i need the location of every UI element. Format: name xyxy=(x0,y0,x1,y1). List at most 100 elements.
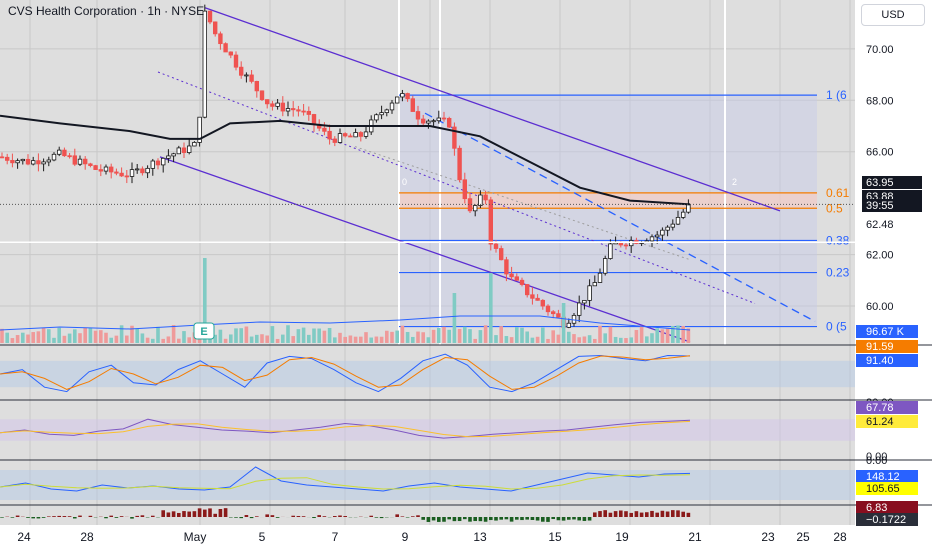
macd-bar xyxy=(203,509,207,517)
macd-bar xyxy=(520,517,524,521)
candle-body xyxy=(88,163,93,166)
candle-body xyxy=(452,126,457,149)
moving-average-line xyxy=(0,114,691,206)
macd-bar xyxy=(265,514,269,517)
time-axis-label: 7 xyxy=(332,530,339,544)
macd-bar xyxy=(255,516,259,517)
volume-label: 96.67 K xyxy=(866,326,905,338)
macd-bar xyxy=(561,517,566,521)
volume-bar xyxy=(291,336,295,343)
volume-bar xyxy=(426,337,431,343)
volume-bar xyxy=(405,331,410,343)
candle-body xyxy=(483,194,488,201)
last-price-box xyxy=(862,218,922,231)
candle-body xyxy=(478,194,483,206)
volume-bar xyxy=(83,327,87,343)
volume-bar xyxy=(411,336,415,343)
candle-body xyxy=(436,117,441,122)
candle-body xyxy=(83,158,88,165)
macd-bar xyxy=(509,517,514,522)
indicator-axis-tick: 0.00 xyxy=(866,451,887,463)
candle-body xyxy=(681,211,686,218)
volume-bar xyxy=(369,337,373,343)
candle-body xyxy=(332,138,337,143)
candle-body xyxy=(290,108,296,111)
macd-bar xyxy=(10,517,15,518)
indicator-value: −0.1722 xyxy=(866,514,906,526)
macd-bar xyxy=(437,517,441,522)
candle-body xyxy=(67,155,72,158)
macd-bar xyxy=(296,516,301,517)
macd-bar xyxy=(525,517,529,520)
volume-bar xyxy=(270,326,275,343)
macd-bar xyxy=(582,517,587,521)
candle-body xyxy=(426,120,431,124)
candle-body xyxy=(150,160,155,169)
volume-bar xyxy=(686,328,691,343)
volume-bar xyxy=(62,335,67,343)
candle-body xyxy=(93,165,98,170)
candle-body xyxy=(249,74,254,82)
indicator-axis-tick: 0.00 xyxy=(866,455,887,467)
candle-body xyxy=(389,102,395,111)
volume-bar xyxy=(613,336,618,343)
macd-bar xyxy=(499,517,503,520)
volume-bar xyxy=(660,329,665,343)
volume-bar xyxy=(296,329,301,343)
time-axis-label: 28 xyxy=(80,530,94,544)
candle-body xyxy=(571,314,577,324)
trend-dashed xyxy=(424,112,816,323)
price-axis-label: 60.00 xyxy=(866,301,894,313)
candle-body xyxy=(587,285,592,301)
candle-body xyxy=(660,229,665,236)
volume-bar xyxy=(255,334,259,343)
indicator-value-box xyxy=(856,340,918,353)
macd-bar xyxy=(655,512,659,517)
last-price-box xyxy=(862,176,922,189)
volume-bar xyxy=(530,337,535,343)
symbol-title[interactable]: CVS Health Corporation · 1h · NYSE xyxy=(8,4,205,18)
candle-body xyxy=(192,142,197,147)
candle-body xyxy=(77,158,83,165)
macd-bar xyxy=(161,510,165,517)
macd-bar xyxy=(338,515,342,517)
volume-bar xyxy=(681,325,685,343)
volume-bar xyxy=(478,330,483,343)
currency-button[interactable]: USD xyxy=(861,4,925,26)
volume-bar xyxy=(104,332,108,343)
volume-bar xyxy=(26,334,30,343)
volume-bar xyxy=(177,338,181,343)
volume-bar xyxy=(348,335,353,343)
earnings-marker: E xyxy=(200,326,207,338)
volume-bar xyxy=(483,325,488,343)
macd-bar xyxy=(369,515,373,517)
volume-bar xyxy=(515,327,519,343)
volume-bar xyxy=(390,331,394,343)
macd-bar xyxy=(343,516,347,517)
volume-bar xyxy=(15,335,20,343)
volume-bar xyxy=(88,327,93,343)
macd-bar xyxy=(411,516,415,517)
volume-label-box xyxy=(856,325,918,338)
volume-bar xyxy=(140,333,145,343)
macd-bar xyxy=(613,511,618,517)
fib-level-label: 0.38 xyxy=(826,233,850,247)
candle-body xyxy=(410,98,415,112)
volume-bar xyxy=(385,330,389,343)
volume-bar xyxy=(541,327,545,343)
indicator-value-box xyxy=(856,501,918,514)
candle-body xyxy=(353,132,358,138)
macd-bar xyxy=(177,512,181,517)
macd-bar xyxy=(57,515,61,517)
macd-bar xyxy=(78,515,82,517)
volume-bar xyxy=(223,338,228,343)
candle-body xyxy=(655,234,660,238)
candle-body xyxy=(98,169,103,172)
indicator-value-box xyxy=(856,401,918,414)
candle-body xyxy=(566,322,571,328)
volume-bar xyxy=(416,331,420,343)
volume-bar xyxy=(509,337,514,343)
candle-body xyxy=(675,216,681,225)
candle-body xyxy=(145,167,150,174)
